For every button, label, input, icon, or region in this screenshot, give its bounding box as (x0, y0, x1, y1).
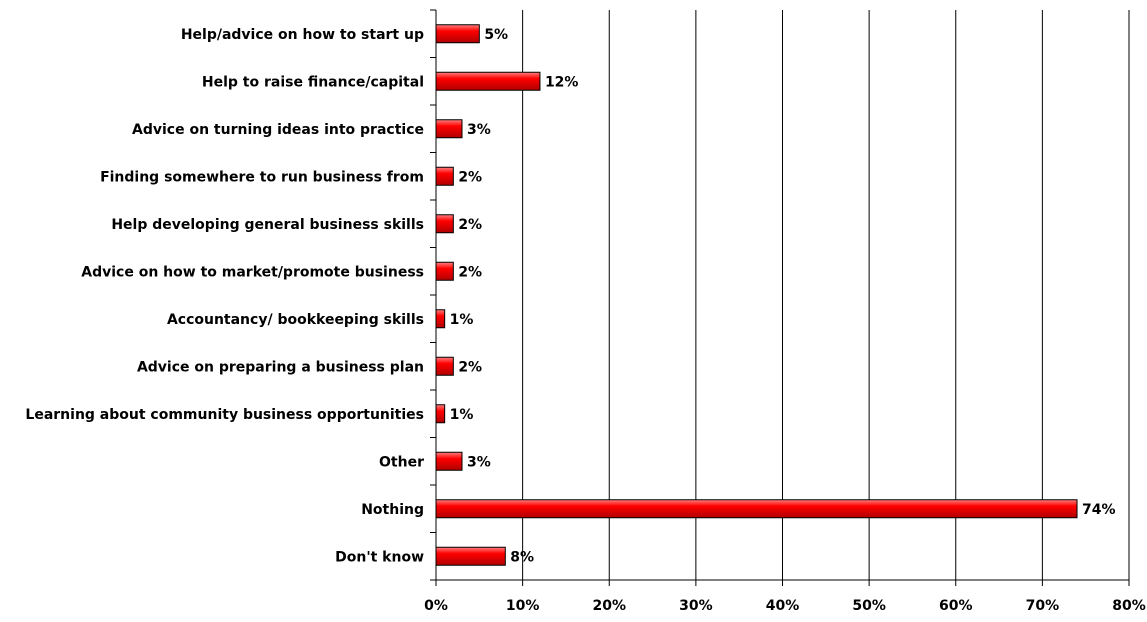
value-label: 12% (545, 74, 579, 90)
axes (430, 9, 1130, 586)
category-label: Help developing general business skills (111, 217, 424, 233)
bar (435, 546, 506, 566)
bar (435, 404, 446, 424)
value-label: 1% (450, 407, 474, 423)
bar (435, 119, 463, 139)
category-label: Learning about community business opport… (25, 407, 424, 423)
gridlines (522, 10, 1130, 580)
x-tick-label: 70% (1026, 598, 1060, 614)
labels: 0% 10% 20% 30% 40% 50% 60% 70% 80% Help/advice on… (25, 27, 1145, 614)
category-label: Don't know (335, 549, 424, 565)
value-label: 2% (458, 217, 482, 233)
category-label: Other (379, 454, 424, 470)
bar (435, 214, 454, 234)
category-label: Advice on preparing a business plan (137, 359, 424, 375)
bar (435, 451, 463, 471)
value-label: 3% (467, 122, 491, 138)
bar (435, 356, 454, 376)
value-label: 74% (1082, 502, 1116, 518)
bar (435, 499, 1078, 519)
bar (435, 24, 480, 44)
category-label: Accountancy/ bookkeeping skills (167, 312, 424, 328)
category-label: Help to raise finance/capital (202, 74, 424, 90)
bars (435, 24, 1078, 566)
x-tick-label: 20% (592, 598, 626, 614)
bar (435, 309, 446, 329)
bar (435, 166, 454, 186)
category-label: Finding somewhere to run business from (100, 169, 424, 185)
category-label: Advice on how to market/promote business (81, 264, 424, 280)
value-label: 8% (510, 549, 534, 565)
x-tick-label: 30% (679, 598, 713, 614)
value-label: 2% (458, 264, 482, 280)
value-label: 2% (458, 169, 482, 185)
value-label: 1% (450, 312, 474, 328)
value-label: 5% (484, 27, 508, 43)
x-tick-label: 50% (852, 598, 886, 614)
category-label: Nothing (361, 502, 424, 518)
x-tick-label: 40% (766, 598, 800, 614)
category-label: Advice on turning ideas into practice (132, 122, 424, 138)
value-label: 2% (458, 359, 482, 375)
x-tick-label: 80% (1112, 598, 1146, 614)
x-tick-label: 0% (424, 598, 448, 614)
bar (435, 261, 454, 281)
bar (435, 71, 541, 91)
category-label: Help/advice on how to start up (181, 27, 424, 43)
x-tick-label: 60% (939, 598, 973, 614)
x-tick-label: 10% (506, 598, 540, 614)
value-label: 3% (467, 454, 491, 470)
